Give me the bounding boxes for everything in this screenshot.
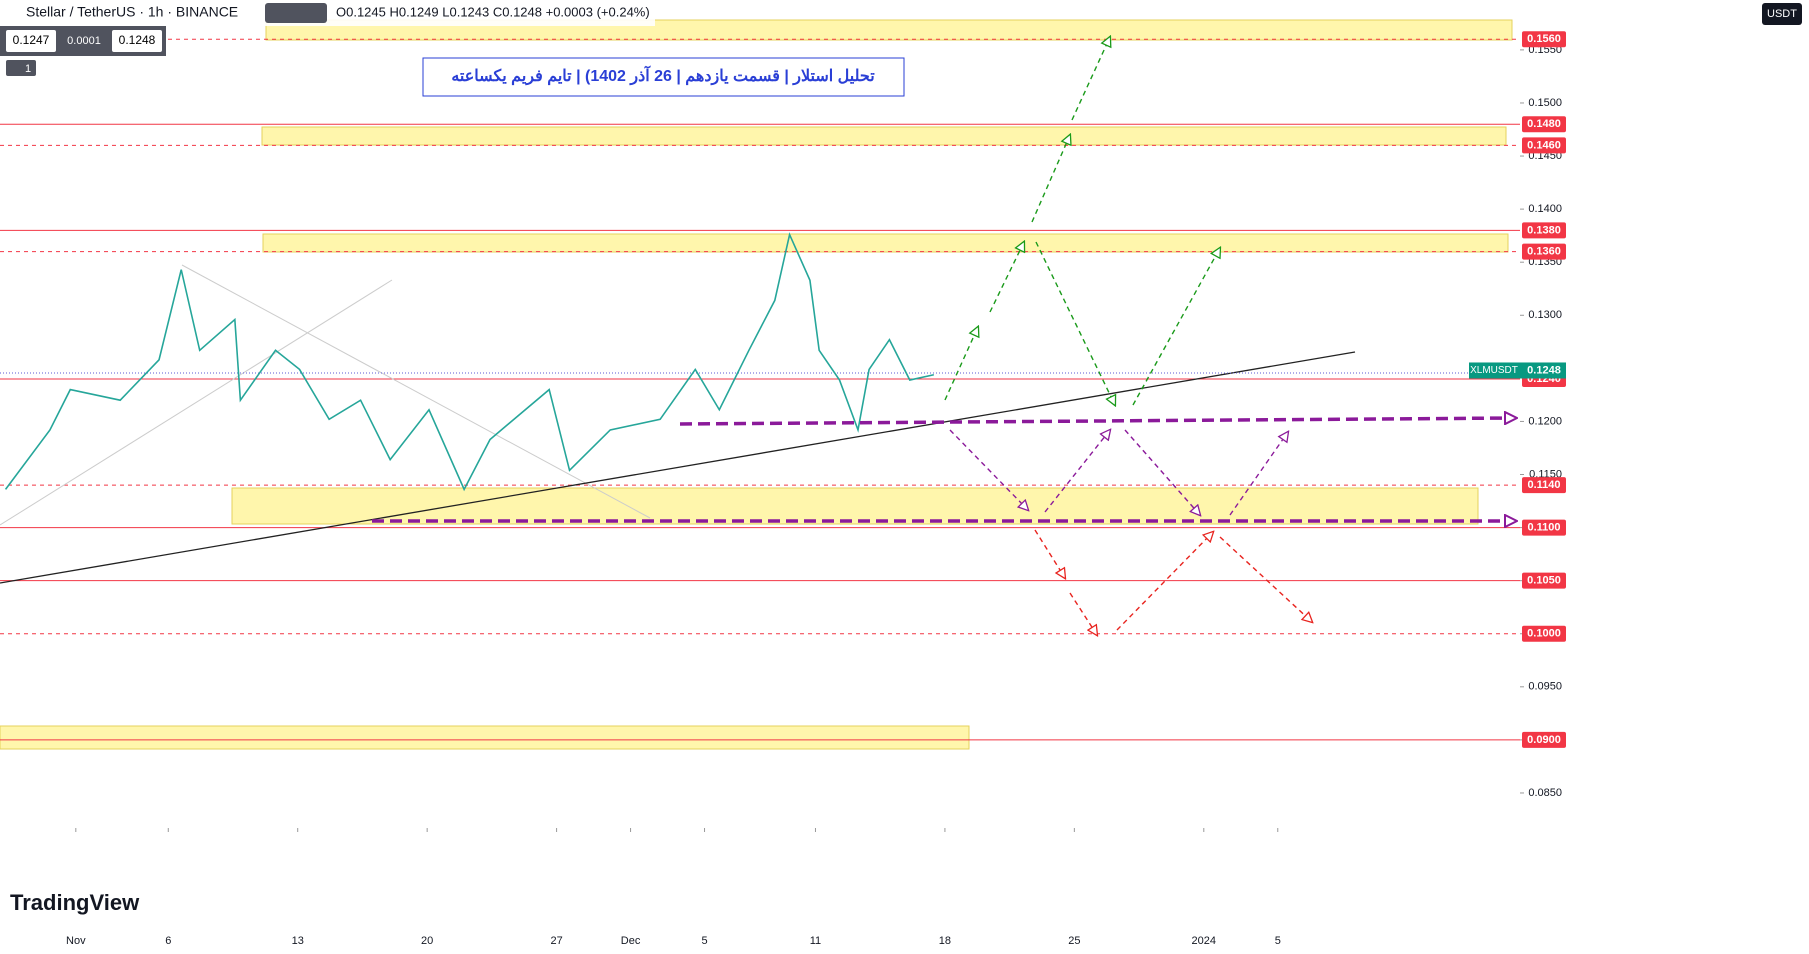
arrow: [1124, 429, 1200, 515]
arrow: [1069, 592, 1097, 635]
arrow: [1034, 529, 1065, 578]
level-tag: [1522, 731, 1566, 748]
scenarios: [372, 37, 1515, 635]
level-label: 0.0900: [1527, 734, 1561, 746]
x-tick-label: 6: [165, 935, 171, 947]
zone: [0, 725, 970, 750]
price-line: [4, 232, 934, 492]
x-tick-label: 20: [421, 935, 433, 947]
x-tick-label: 25: [1068, 935, 1080, 947]
x-tick-label: 27: [550, 935, 562, 947]
arrow: [1219, 536, 1312, 622]
ohlc: O0.1245 H0.1249 L0.1243 C0.1248 +0.0003 …: [336, 4, 650, 19]
x-tick-label: 5: [1275, 935, 1281, 947]
level-label: 0.1380: [1527, 224, 1561, 236]
y-tick-label: 0.1500: [1528, 97, 1562, 109]
price-axis-bg: [1520, 0, 1809, 949]
logo: TradingView: [10, 890, 140, 915]
level-label: 0.1000: [1527, 628, 1561, 640]
arrow: [1035, 241, 1115, 405]
zone: [261, 126, 1507, 146]
level-tag: [1522, 477, 1566, 494]
level-tag: [1522, 137, 1566, 154]
level-label: 0.1560: [1527, 33, 1561, 45]
bid-box[interactable]: [6, 30, 56, 52]
level-tag: [1522, 519, 1566, 536]
level-label: 0.1100: [1527, 521, 1560, 533]
symbol: Stellar / TetherUS · 1h · BINANCE: [26, 4, 238, 20]
arrow: [1031, 135, 1070, 223]
x-tick-label: 5: [701, 935, 707, 947]
level-label: 0.1140: [1527, 479, 1560, 491]
count-box: [6, 60, 36, 76]
x-tick-label: 2024: [1192, 935, 1216, 947]
time-axis-bg: [0, 828, 1520, 949]
decor-line: [0, 279, 393, 526]
bear-arrows: [1034, 529, 1312, 635]
level-tag: [1522, 243, 1566, 260]
arrow: [1116, 532, 1213, 631]
y-tick-label: 0.1300: [1528, 309, 1562, 321]
level-label: 0.1460: [1527, 139, 1561, 151]
zone: [231, 487, 1479, 525]
arrow: [1071, 37, 1110, 121]
level-label: 0.1050: [1527, 575, 1561, 587]
chart-title: تحلیل استلار | قسمت یازدهم | 26 آذر 1402…: [451, 64, 875, 86]
bid: 0.1247: [13, 33, 50, 47]
y-tick-label: 0.1200: [1528, 415, 1562, 427]
y-tick-label: 0.0950: [1528, 681, 1562, 693]
arrow: [1132, 248, 1220, 406]
level-tag: [1522, 116, 1566, 133]
toolbar[interactable]: [265, 3, 327, 23]
plot: [4, 232, 934, 492]
y-tick-label: 0.0850: [1528, 787, 1562, 799]
decor-line: [181, 264, 651, 519]
last-tag: [1469, 362, 1566, 379]
arrow: [949, 429, 1028, 510]
level-label: 0.1480: [1527, 118, 1561, 130]
level-tag: [1522, 625, 1566, 642]
arrow: [944, 327, 978, 401]
arrow: [989, 242, 1024, 313]
ask: 0.1248: [119, 33, 156, 47]
header-bg: [0, 0, 655, 26]
axes: 0.0850 0.0900 0.0950 0.1000 0.1050 0.1100 0.11…: [66, 31, 1566, 947]
neutral-arrows: [372, 418, 1515, 521]
currency-btn[interactable]: [1762, 3, 1802, 25]
support-arrow: [679, 418, 1515, 426]
x-tick-label: Nov: [66, 935, 86, 947]
currency: USDT: [1767, 8, 1797, 20]
levels: [0, 38, 1520, 741]
trend-line: [0, 351, 1356, 584]
level-tag: [1522, 222, 1566, 239]
level-label: 0.1360: [1527, 245, 1561, 257]
zone: [262, 233, 1509, 253]
ask-box[interactable]: [112, 30, 162, 52]
y-tick-label: 0.1400: [1528, 203, 1562, 215]
x-tick-label: Dec: [621, 935, 641, 947]
level-tag: [1522, 31, 1566, 48]
arrow: [1229, 432, 1288, 516]
bull-arrows: [944, 37, 1220, 406]
count: 1: [25, 63, 31, 75]
last-name: XLMUSDT: [1470, 365, 1518, 376]
title-box: [422, 57, 905, 97]
x-tick-label: 13: [292, 935, 304, 947]
last-label: 0.1248: [1527, 364, 1561, 376]
zones: [0, 19, 1513, 750]
x-tick-label: 11: [810, 935, 821, 947]
decor-lines: [0, 264, 651, 526]
x-tick-label: 18: [939, 935, 951, 947]
level-tag: [1522, 572, 1566, 589]
spread: 0.0001: [67, 35, 101, 47]
